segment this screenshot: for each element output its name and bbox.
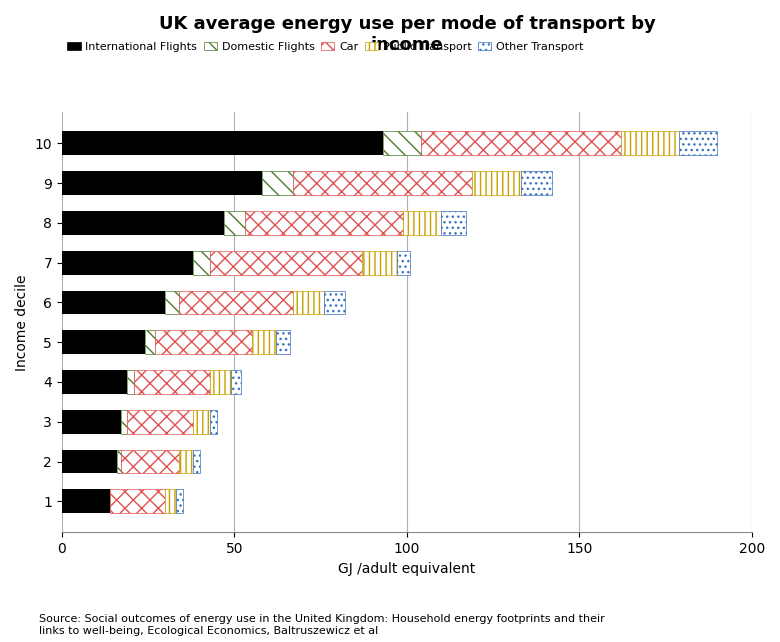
Title: UK average energy use per mode of transport by
income: UK average energy use per mode of transp… (158, 15, 655, 54)
Bar (117, 449, 121, 474)
Bar (679, 132, 718, 155)
Bar (62, 132, 383, 155)
Text: Source: Social outcomes of energy use in the United Kingdom: Household energy fo: Source: Social outcomes of energy use in… (39, 614, 604, 636)
Bar (155, 330, 252, 354)
Bar (62, 251, 193, 275)
Bar (245, 211, 403, 235)
Bar (62, 330, 145, 354)
Bar (224, 211, 245, 235)
Bar (145, 330, 155, 354)
Bar (193, 410, 211, 434)
Bar (176, 489, 183, 513)
Bar (420, 132, 621, 155)
Bar (362, 251, 396, 275)
Bar (252, 330, 276, 354)
Bar (276, 330, 289, 354)
Bar (211, 410, 217, 434)
Bar (293, 171, 473, 195)
Bar (621, 132, 679, 155)
Bar (262, 171, 293, 195)
Bar (211, 370, 231, 394)
Bar (121, 410, 127, 434)
Bar (179, 449, 193, 474)
Bar (211, 251, 362, 275)
Legend: International Flights, Domestic Flights, Car, Public Transport, Other Transport: International Flights, Domestic Flights,… (67, 42, 583, 52)
Bar (324, 291, 345, 315)
Bar (473, 171, 521, 195)
Bar (121, 449, 179, 474)
Bar (441, 211, 466, 235)
Bar (110, 489, 165, 513)
Bar (134, 370, 211, 394)
Bar (62, 489, 110, 513)
Bar (383, 132, 420, 155)
Bar (193, 449, 200, 474)
Bar (193, 251, 211, 275)
Y-axis label: Income decile: Income decile (15, 274, 29, 370)
Bar (62, 449, 117, 474)
Bar (127, 370, 134, 394)
Bar (231, 370, 241, 394)
Bar (127, 410, 193, 434)
X-axis label: GJ /adult equivalent: GJ /adult equivalent (339, 562, 476, 576)
Bar (62, 410, 121, 434)
Bar (165, 291, 179, 315)
Bar (179, 291, 293, 315)
Bar (62, 171, 262, 195)
Bar (62, 291, 165, 315)
Bar (403, 211, 441, 235)
Bar (293, 291, 324, 315)
Bar (62, 211, 224, 235)
Bar (62, 370, 127, 394)
Bar (165, 489, 176, 513)
Bar (521, 171, 551, 195)
Bar (396, 251, 410, 275)
